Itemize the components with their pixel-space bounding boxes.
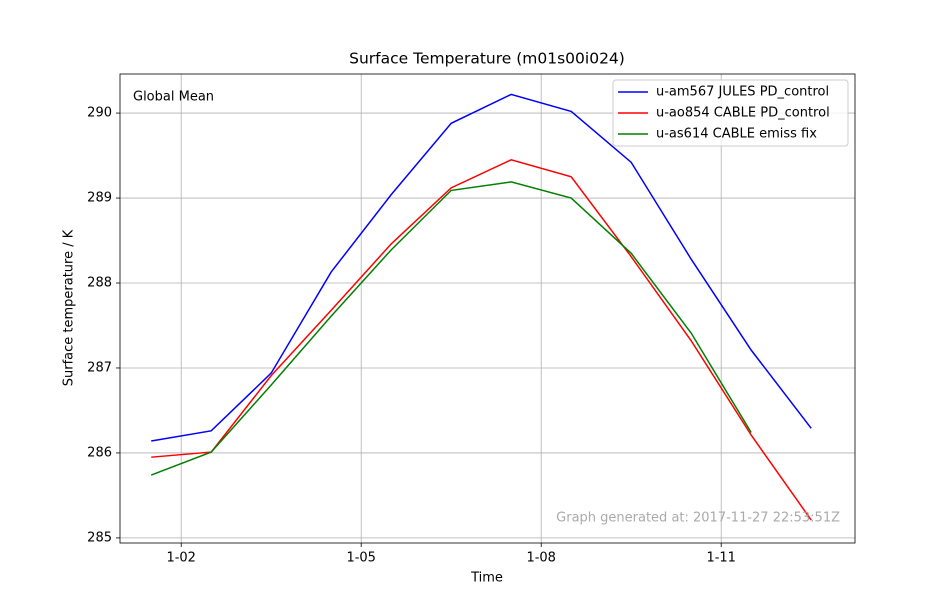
annotation: Global Mean	[133, 90, 214, 105]
x-tick-label: 1-02	[166, 551, 196, 566]
x-tick-label: 1-05	[346, 551, 376, 566]
y-tick-label: 288	[87, 276, 112, 291]
legend-label: u-ao854 CABLE PD_control	[656, 106, 830, 121]
series-line	[150, 181, 752, 476]
x-tick-label: 1-08	[526, 551, 556, 566]
series-line	[151, 159, 812, 521]
y-tick-label: 289	[87, 191, 112, 206]
x-axis-label: Time	[470, 571, 503, 586]
y-axis-label: Surface temperature / K	[62, 229, 77, 386]
legend-box	[612, 79, 849, 147]
x-tick-label: 1-11	[706, 551, 736, 566]
y-tick-label: 290	[87, 106, 112, 121]
chart-title: Surface Temperature (m01s00i024)	[349, 50, 625, 68]
legend-label: u-as614 CABLE emiss fix	[656, 127, 817, 142]
plot-frame	[119, 73, 856, 544]
y-tick-label: 285	[87, 530, 112, 545]
y-tick-label: 287	[87, 360, 112, 375]
legend-label: u-am567 JULES PD_control	[656, 85, 829, 100]
annotation: Graph generated at: 2017-11-27 22:53:51Z	[556, 511, 840, 526]
y-tick-label: 286	[87, 445, 112, 460]
series-line	[151, 93, 812, 442]
